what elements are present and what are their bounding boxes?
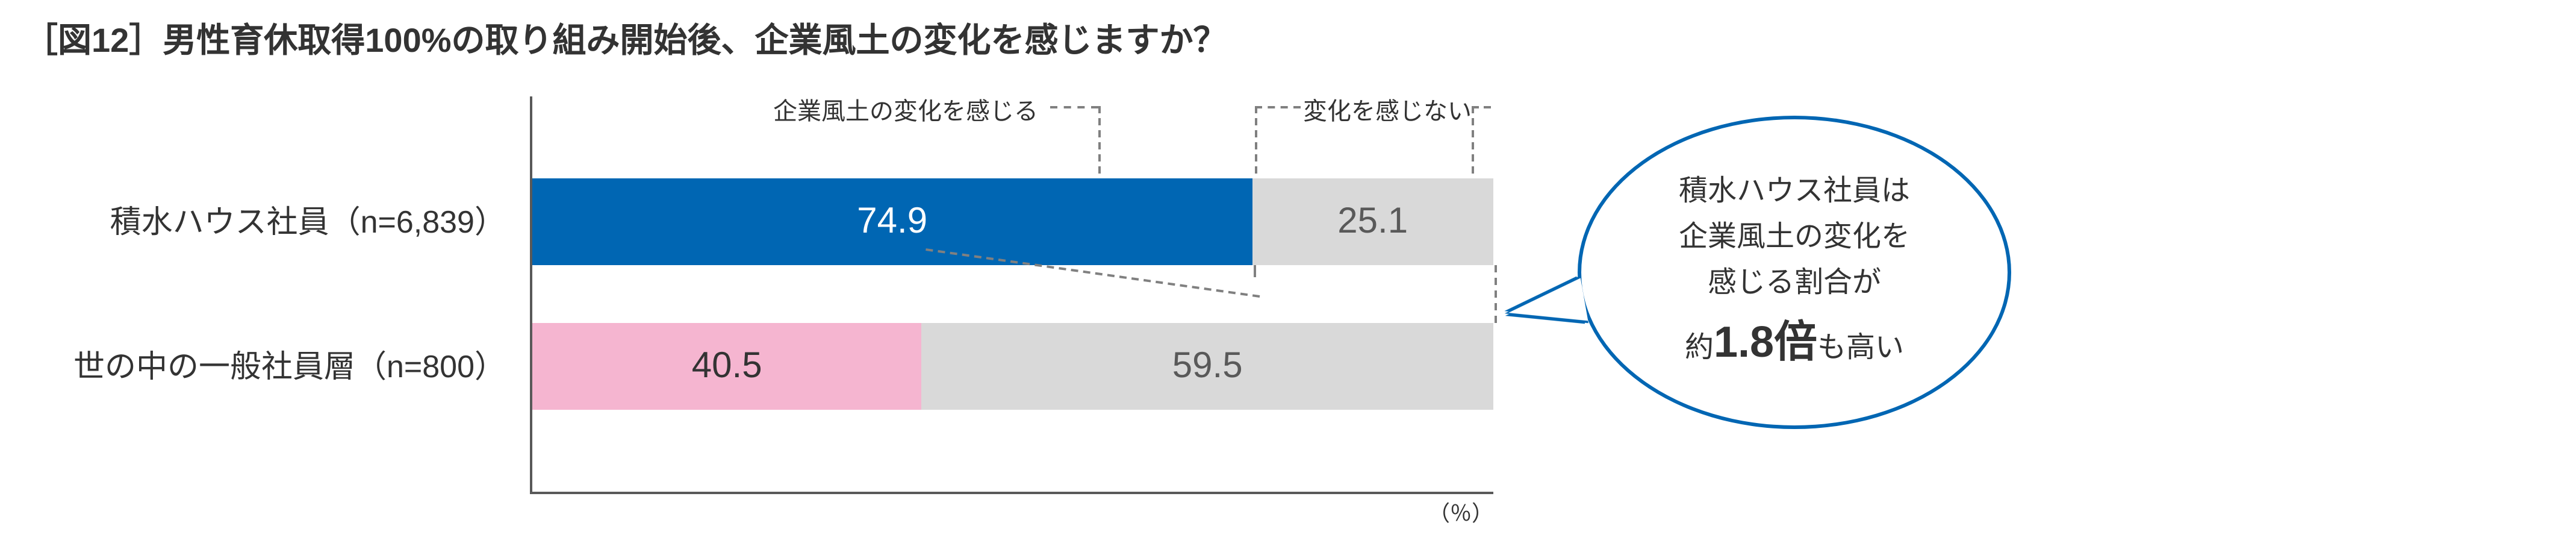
callout-line: 感じる割合が xyxy=(1708,267,1881,299)
bar-value: 74.9 xyxy=(857,201,927,242)
leader-dash xyxy=(1495,265,1497,323)
callout-line: 約 xyxy=(1685,331,1714,364)
bar-row-general: 40.5 59.5 xyxy=(532,323,1493,410)
unit-label: （％） xyxy=(1428,497,1493,528)
callout-text: 積水ハウス社員は 企業風土の変化を 感じる割合が 約1.8倍も高い xyxy=(1679,168,1910,377)
legend: 企業風土の変化を感じる 変化を感じない xyxy=(532,92,1493,140)
leader-dash xyxy=(1472,106,1491,108)
callout-line: 積水ハウス社員は xyxy=(1679,174,1910,207)
callout-line: も高い xyxy=(1817,331,1904,364)
chart-area: 積水ハウス社員（n=6,839） 世の中の一般社員層（n=800） 企業風土の変… xyxy=(24,96,2576,494)
row-label-sekisui: 積水ハウス社員（n=6,839） xyxy=(24,178,530,265)
callout-strong: 1.8倍 xyxy=(1714,317,1817,366)
row-labels: 積水ハウス社員（n=6,839） 世の中の一般社員層（n=800） xyxy=(24,96,530,468)
leader-dash xyxy=(1254,265,1256,277)
bar-seg-general-feel: 40.5 xyxy=(532,323,921,410)
bar-value: 40.5 xyxy=(692,346,762,387)
legend-feel: 企業風土の変化を感じる xyxy=(773,92,1038,127)
leader-dash xyxy=(1255,106,1301,108)
callout-bubble: 積水ハウス社員は 企業風土の変化を 感じる割合が 約1.8倍も高い xyxy=(1578,116,2011,429)
callout-bubble-tail xyxy=(1505,278,1588,334)
bar-seg-sekisui-feel: 74.9 xyxy=(532,178,1252,265)
leader-dash xyxy=(1472,106,1474,174)
leader-dash xyxy=(1050,106,1098,108)
callout-line: 企業風土の変化を xyxy=(1679,221,1910,253)
leader-dash xyxy=(1255,106,1257,174)
callout-bubble-body: 積水ハウス社員は 企業風土の変化を 感じる割合が 約1.8倍も高い xyxy=(1578,116,2011,429)
bar-seg-sekisui-nofeel: 25.1 xyxy=(1252,178,1493,265)
bar-row-sekisui: 74.9 25.1 xyxy=(532,178,1493,265)
leader-dash xyxy=(1098,106,1101,174)
chart-title: ［図12］男性育休取得100%の取り組み開始後、企業風土の変化を感じますか？ xyxy=(24,14,2576,63)
bars-column: 企業風土の変化を感じる 変化を感じない 74.9 25.1 xyxy=(530,96,1493,494)
bar-seg-general-nofeel: 59.5 xyxy=(921,323,1493,410)
bar-value: 59.5 xyxy=(1172,346,1243,387)
row-label-general: 世の中の一般社員層（n=800） xyxy=(24,323,530,410)
legend-nofeel: 変化を感じない xyxy=(1303,92,1472,127)
bar-value: 25.1 xyxy=(1337,201,1408,242)
